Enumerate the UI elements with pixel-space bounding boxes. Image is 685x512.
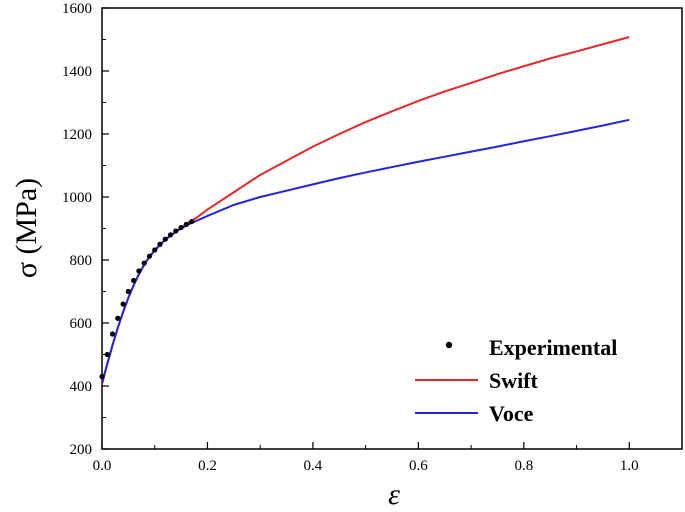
series-experimental-point (157, 241, 163, 247)
x-tick-label: 0.2 (198, 458, 217, 474)
series-swift-line (101, 36, 630, 385)
series-experimental-point (162, 236, 168, 242)
legend: Experimental Swift Voce (415, 335, 617, 426)
legend-label-experimental: Experimental (489, 335, 617, 360)
y-tick-label: 1600 (62, 1, 92, 17)
series-experimental-point (178, 224, 184, 231)
series-experimental-point (120, 301, 126, 307)
x-tick-label: 0.4 (304, 458, 323, 474)
plot-area (99, 36, 630, 385)
legend-marker-experimental (445, 341, 453, 349)
series-experimental-point (183, 221, 189, 228)
series-voce-line (101, 118, 630, 384)
legend-label-swift: Swift (489, 368, 539, 393)
x-tick-label: 0.0 (93, 458, 112, 474)
series-experimental-point (131, 277, 137, 284)
y-tick-label: 400 (70, 379, 93, 395)
series-experimental-point (109, 331, 116, 337)
series-experimental-point (167, 232, 174, 238)
x-tick-label: 0.6 (409, 458, 428, 474)
series-experimental-point (189, 218, 195, 225)
x-axis-label: ε (388, 478, 400, 511)
series-experimental-point (115, 315, 121, 321)
series-experimental-point (104, 351, 110, 358)
y-tick-label: 200 (70, 442, 93, 458)
axes: 0.0 0.2 0.4 0.6 0.8 1.0 200 400 600 800 1000 1200 14… (62, 1, 683, 474)
series-experimental-point (125, 288, 131, 295)
x-tick-label: 1.0 (620, 458, 639, 474)
series-experimental-point (152, 247, 158, 253)
y-tick-label: 600 (70, 316, 93, 332)
y-axis-label: σ (MPa) (10, 178, 43, 278)
legend-label-voce: Voce (489, 401, 534, 426)
series-experimental-point (146, 253, 153, 259)
series-experimental-point (173, 228, 179, 234)
series-experimental-point (141, 260, 147, 266)
y-tick-label: 1000 (62, 190, 92, 206)
plot-frame (101, 7, 683, 450)
x-tick-label: 0.8 (514, 458, 533, 474)
y-tick-label: 800 (70, 253, 93, 269)
series-experimental-point (136, 268, 142, 274)
y-tick-label: 1400 (62, 64, 92, 80)
y-tick-label: 1200 (62, 127, 92, 143)
series-experimental-point (99, 373, 105, 380)
